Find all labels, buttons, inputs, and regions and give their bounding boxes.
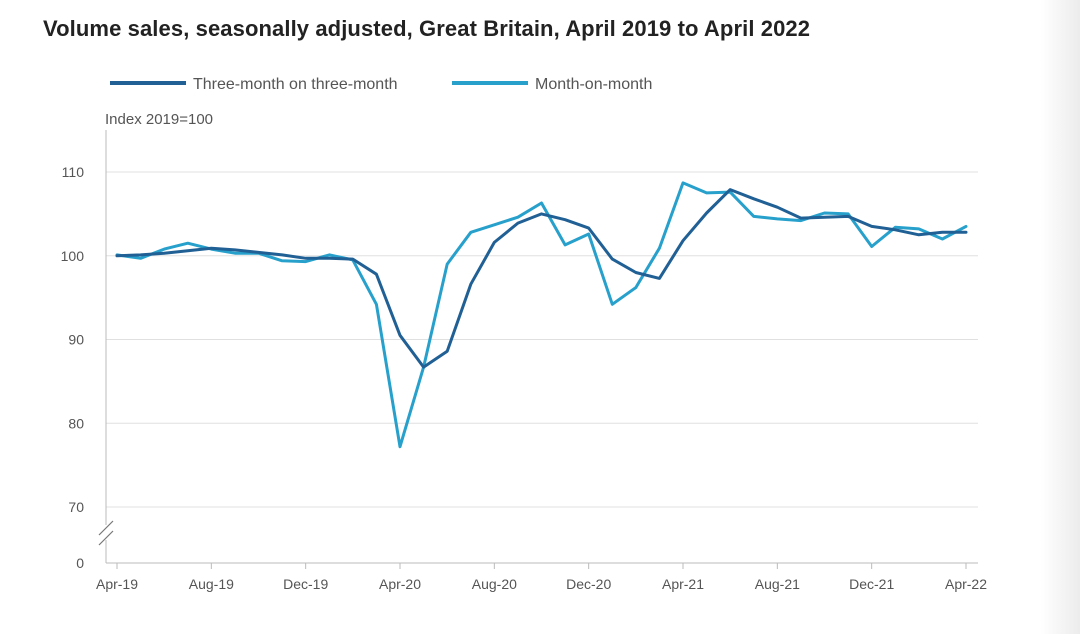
x-tick-label-Dec-21: Dec-21 — [849, 576, 894, 592]
x-tick-label-Aug-20: Aug-20 — [472, 576, 517, 592]
x-tick-label-Dec-20: Dec-20 — [566, 576, 611, 592]
legend-label-month-on-month: Month-on-month — [535, 76, 652, 93]
axes — [98, 130, 978, 569]
y-tick-label-90: 90 — [68, 332, 84, 348]
x-tick-label-Apr-22: Apr-22 — [945, 576, 987, 592]
y-tick-label-100: 100 — [61, 248, 85, 264]
y-tick-labels: 0 70 80 90 100 110 — [61, 164, 85, 571]
x-tick-label-Apr-21: Apr-21 — [662, 576, 704, 592]
series-lines — [115, 181, 968, 449]
axis-break-mark-upper — [98, 520, 114, 536]
page-edge-shadow — [1040, 0, 1080, 634]
y-axis-label: Index 2019=100 — [105, 111, 213, 128]
x-tick-label-Apr-20: Apr-20 — [379, 576, 421, 592]
legend: Three-month on three-month Month-on-mont… — [110, 76, 652, 93]
y-tick-label-0: 0 — [76, 555, 84, 571]
x-tick-label-Apr-19: Apr-19 — [96, 576, 138, 592]
x-tick-label-Aug-19: Aug-19 — [189, 576, 234, 592]
y-tick-label-70: 70 — [68, 499, 84, 515]
x-tick-label-Dec-19: Dec-19 — [283, 576, 328, 592]
chart-title: Volume sales, seasonally adjusted, Great… — [43, 16, 811, 41]
x-tick-labels: Apr-19 Aug-19 Dec-19 Apr-20 Aug-20 Dec-20 Apr-… — [96, 576, 987, 592]
y-tick-label-110: 110 — [62, 164, 85, 180]
y-tick-label-80: 80 — [68, 415, 84, 431]
series-three-month-line — [115, 188, 968, 369]
legend-label-three-month: Three-month on three-month — [193, 76, 398, 93]
axis-break-mark-lower — [98, 530, 114, 546]
series-month-on-month-line — [115, 181, 968, 449]
x-tick-label-Aug-21: Aug-21 — [755, 576, 800, 592]
gridlines — [106, 171, 978, 508]
